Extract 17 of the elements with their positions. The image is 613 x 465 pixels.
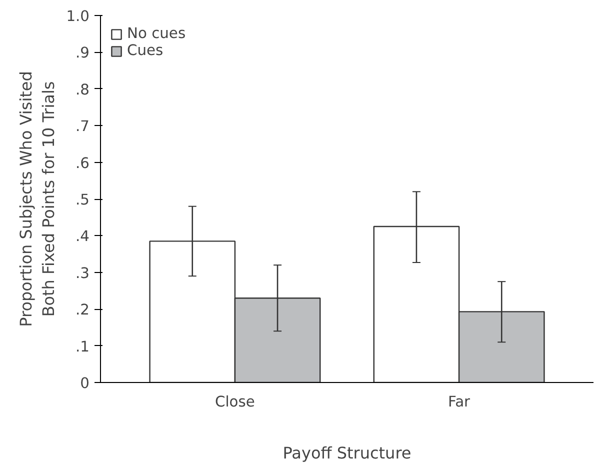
y-tick-label: .7	[76, 118, 90, 136]
legend-label: Cues	[127, 42, 164, 59]
y-tick-label: .6	[76, 154, 90, 172]
y-tick-label: .4	[76, 228, 90, 246]
y-axis-title: Proportion Subjects Who Visited Both Fixed Points for 10 Trials	[16, 71, 58, 327]
legend-label: No cues	[127, 25, 186, 42]
x-axis-title: Payoff Structure	[282, 444, 412, 462]
y-tick-label: 0	[80, 375, 90, 392]
y-tick-label: .3	[76, 264, 90, 282]
y-tick-label: .5	[76, 192, 90, 208]
y-tick-label: .2	[76, 302, 90, 319]
y-tick-label: .1	[76, 338, 90, 356]
x-tick-label: Far	[448, 394, 472, 410]
y-tick-label: .9	[76, 44, 90, 62]
x-tick-label: Close	[214, 394, 255, 410]
y-tick-label: 1.0	[66, 8, 90, 25]
y-tick-label: .8	[76, 81, 90, 98]
